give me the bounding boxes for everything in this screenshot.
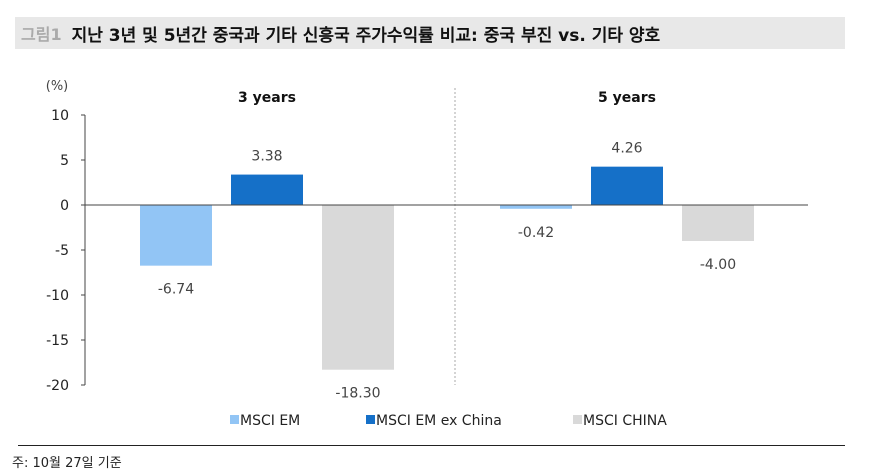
data-label: -6.74 bbox=[158, 282, 194, 298]
data-label: -18.30 bbox=[335, 386, 380, 402]
data-label: 3.38 bbox=[251, 149, 282, 165]
bar-chart: (%) 10 5 0 -5 -10 -15 -20 3 years -6.74 3.38 -18.30… bbox=[46, 79, 808, 429]
y-tick-label: -5 bbox=[55, 243, 69, 259]
data-label: -4.00 bbox=[700, 257, 736, 273]
legend-label: MSCI EM bbox=[240, 413, 300, 429]
bar bbox=[500, 205, 572, 209]
legend-label: MSCI CHINA bbox=[583, 413, 667, 429]
legend-swatch bbox=[230, 415, 239, 424]
legend-swatch bbox=[366, 415, 375, 424]
figure-title: 그림1 지난 3년 및 5년간 중국과 기타 신흥국 주가수익률 비교: 중국 … bbox=[15, 17, 845, 49]
bar bbox=[322, 205, 394, 370]
y-tick-label: -15 bbox=[46, 333, 69, 349]
title-text: 지난 3년 및 5년간 중국과 기타 신흥국 주가수익률 비교: 중국 부진 v… bbox=[71, 25, 661, 46]
divider bbox=[18, 445, 845, 446]
bar bbox=[140, 205, 212, 266]
y-axis-label: (%) bbox=[46, 79, 69, 94]
bar bbox=[231, 174, 303, 205]
y-tick-label: -10 bbox=[46, 288, 69, 304]
footnote: 주: 10월 27일 기준 bbox=[12, 456, 122, 471]
category-label: 3 years bbox=[238, 90, 296, 106]
y-tick-label: 5 bbox=[60, 153, 69, 169]
y-tick-label: 10 bbox=[51, 108, 69, 124]
legend-swatch bbox=[573, 415, 582, 424]
figure-label: 그림1 bbox=[21, 25, 62, 44]
category-label: 5 years bbox=[598, 90, 656, 106]
y-tick-label: -20 bbox=[46, 378, 69, 394]
bar bbox=[591, 166, 663, 205]
y-tick-label: 0 bbox=[60, 198, 69, 214]
data-label: -0.42 bbox=[518, 225, 554, 241]
legend-label: MSCI EM ex China bbox=[376, 413, 502, 429]
bar bbox=[682, 205, 754, 241]
data-label: 4.26 bbox=[611, 141, 642, 157]
